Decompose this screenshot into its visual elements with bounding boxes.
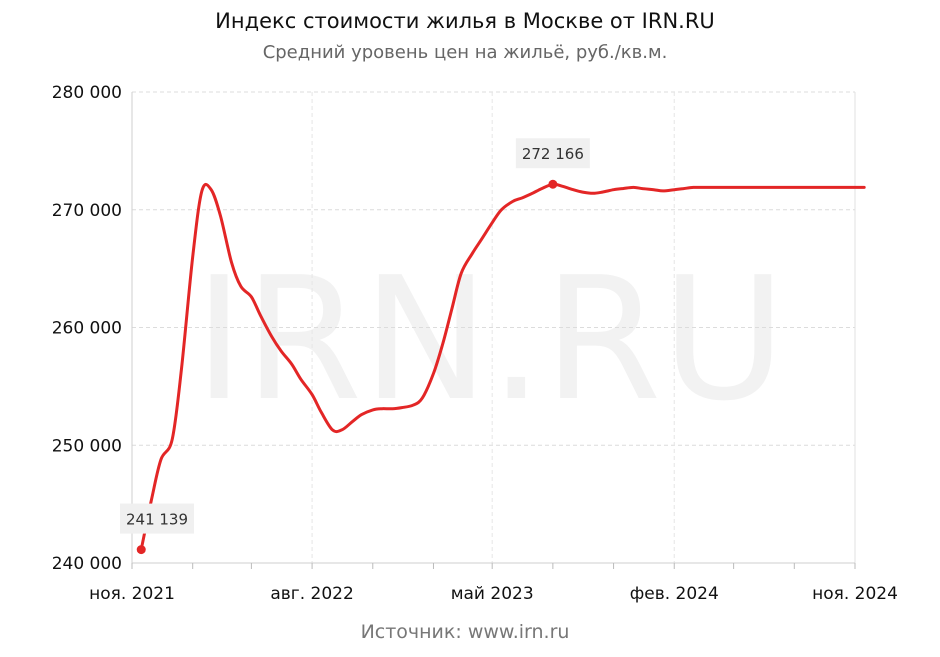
y-tick-label: 280 000 [52, 83, 122, 103]
x-tick-label: ноя. 2021 [89, 584, 175, 604]
series-layer [139, 182, 866, 552]
data-point-marker [548, 179, 558, 189]
source-note: Источник: www.irn.ru [360, 621, 570, 643]
data-label-box [515, 138, 590, 169]
data-label: 272 166 [522, 145, 584, 163]
price-line [139, 182, 866, 552]
x-tick-label: фев. 2024 [630, 584, 719, 604]
axes: 240 000 250 000 260 000 270 000 280 000 ноя. … [52, 83, 898, 604]
y-tick-label: 250 000 [52, 436, 122, 456]
chart-title: Индекс стоимости жилья в Москве от IRN.R… [215, 9, 715, 33]
chart-subtitle: Средний уровень цен на жильё, руб./кв.м. [262, 42, 668, 63]
annotations: 241 139 272 166 [120, 138, 590, 555]
x-tick-label: ноя. 2024 [812, 584, 898, 604]
x-tick-label: авг. 2022 [270, 584, 353, 604]
data-label: 241 139 [126, 511, 188, 529]
x-tick-label: май 2023 [451, 584, 534, 604]
data-label-box [120, 503, 194, 534]
y-tick-label: 260 000 [52, 319, 122, 339]
watermark: IRN.RU [194, 241, 786, 439]
y-tick-label: 270 000 [52, 201, 122, 221]
data-point-marker [136, 545, 146, 555]
y-tick-label: 240 000 [52, 554, 122, 574]
grid [132, 91, 855, 563]
